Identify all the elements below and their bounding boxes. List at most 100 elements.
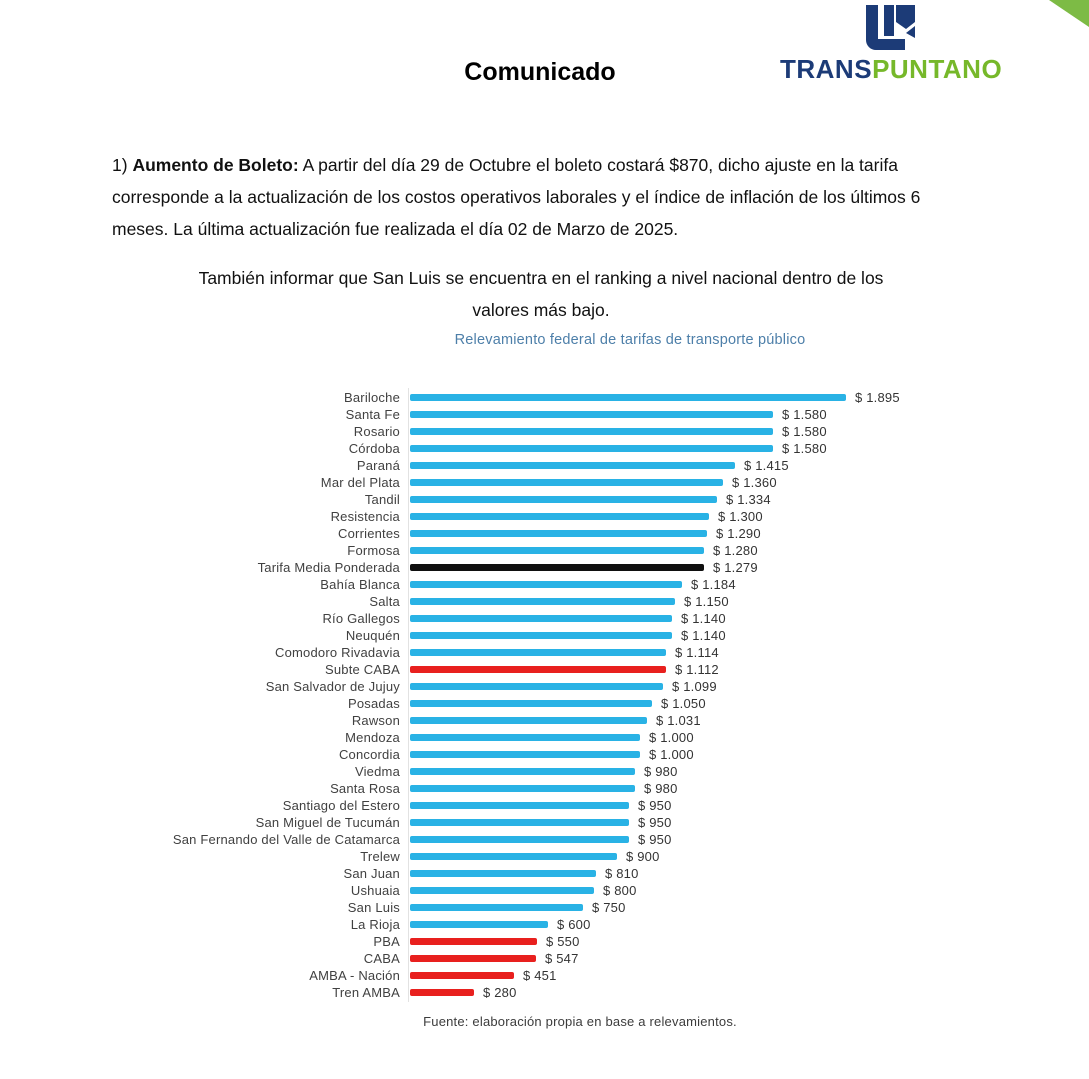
- chart-row: Santa Fe $ 1.580: [130, 406, 1070, 423]
- chart-row: Resistencia $ 1.300: [130, 508, 1070, 525]
- value-label: $ 280: [483, 985, 517, 1000]
- category-label: Corrientes: [338, 526, 400, 541]
- value-label: $ 950: [638, 815, 672, 830]
- value-label: $ 1.150: [684, 594, 729, 609]
- chart-row: Posadas $ 1.050: [130, 695, 1070, 712]
- category-label: San Fernando del Valle de Catamarca: [172, 832, 400, 847]
- chart-row: Trelew $ 900: [130, 848, 1070, 865]
- category-label: San Juan: [343, 866, 400, 881]
- category-label: Viedma: [354, 764, 400, 779]
- bar: [410, 802, 629, 809]
- chart-row: Subte CABA $ 1.112: [130, 661, 1070, 678]
- bar: [410, 496, 717, 503]
- value-label: $ 1.000: [649, 747, 694, 762]
- bar: [410, 462, 735, 469]
- chart-row: Comodoro Rivadavia $ 1.114: [130, 644, 1070, 661]
- chart-row: CABA $ 547: [130, 950, 1070, 967]
- para1-rest: A partir del día 29 de Octubre el boleto…: [112, 155, 921, 239]
- value-label: $ 1.279: [713, 560, 758, 575]
- chart-row: San Miguel de Tucumán $ 950: [130, 814, 1070, 831]
- category-label: Córdoba: [348, 441, 400, 456]
- value-label: $ 900: [626, 849, 660, 864]
- para2-line1: También informar que San Luis se encuent…: [198, 268, 884, 288]
- chart-row: Corrientes $ 1.290: [130, 525, 1070, 542]
- category-label: San Miguel de Tucumán: [255, 815, 400, 830]
- bar: [410, 819, 629, 826]
- category-label: Bahía Blanca: [320, 577, 400, 592]
- value-label: $ 1.140: [681, 611, 726, 626]
- value-label: $ 1.300: [718, 509, 763, 524]
- category-label: Tandil: [364, 492, 400, 507]
- bar: [410, 734, 640, 741]
- bar: [410, 853, 617, 860]
- category-label: Santa Fe: [345, 407, 400, 422]
- bar: [410, 666, 666, 673]
- category-label: Mendoza: [345, 730, 400, 745]
- bar: [410, 649, 666, 656]
- category-label: Ushuaia: [350, 883, 400, 898]
- value-label: $ 810: [605, 866, 639, 881]
- chart-row: Concordia $ 1.000: [130, 746, 1070, 763]
- bar: [410, 581, 682, 588]
- category-label: Formosa: [347, 543, 400, 558]
- value-label: $ 950: [638, 832, 672, 847]
- value-label: $ 1.280: [713, 543, 758, 558]
- category-label: Tren AMBA: [332, 985, 400, 1000]
- chart-row: Viedma $ 980: [130, 763, 1070, 780]
- chart-row: Mendoza $ 1.000: [130, 729, 1070, 746]
- chart-row: Bariloche $ 1.895: [130, 389, 1070, 406]
- paragraph-ranking: También informar que San Luis se encuent…: [112, 262, 970, 326]
- chart-row: Córdoba $ 1.580: [130, 440, 1070, 457]
- chart-row: Formosa $ 1.280: [130, 542, 1070, 559]
- category-label: Resistencia: [330, 509, 400, 524]
- value-label: $ 1.099: [672, 679, 717, 694]
- bar: [410, 938, 537, 945]
- corner-accent-triangle: [1049, 0, 1089, 27]
- bar: [410, 564, 704, 571]
- bar: [410, 751, 640, 758]
- category-label: Posadas: [348, 696, 400, 711]
- category-label: PBA: [373, 934, 400, 949]
- value-label: $ 1.114: [675, 645, 719, 660]
- value-label: $ 980: [644, 781, 678, 796]
- bar: [410, 547, 704, 554]
- value-label: $ 1.000: [649, 730, 694, 745]
- bar: [410, 870, 596, 877]
- chart-row: Salta $ 1.150: [130, 593, 1070, 610]
- category-label: Trelew: [360, 849, 400, 864]
- value-label: $ 980: [644, 764, 678, 779]
- bar: [410, 598, 675, 605]
- chart-row: PBA $ 550: [130, 933, 1070, 950]
- chart-row: Río Gallegos $ 1.140: [130, 610, 1070, 627]
- bar: [410, 700, 652, 707]
- category-label: CABA: [363, 951, 400, 966]
- value-label: $ 451: [523, 968, 557, 983]
- bar: [410, 955, 536, 962]
- bar: [410, 394, 846, 401]
- chart-row: Ushuaia $ 800: [130, 882, 1070, 899]
- chart-row: AMBA - Nación $ 451: [130, 967, 1070, 984]
- chart-row: San Juan $ 810: [130, 865, 1070, 882]
- bar: [410, 904, 583, 911]
- category-label: Rawson: [351, 713, 400, 728]
- value-label: $ 1.031: [656, 713, 701, 728]
- bar: [410, 836, 629, 843]
- chart-row: Mar del Plata $ 1.360: [130, 474, 1070, 491]
- chart-row: Neuquén $ 1.140: [130, 627, 1070, 644]
- bar: [410, 632, 672, 639]
- value-label: $ 1.580: [782, 441, 827, 456]
- wordmark-puntano: PUNTANO: [872, 54, 1003, 84]
- chart-axis-line: [408, 388, 409, 1002]
- chart-row: Santa Rosa $ 980: [130, 780, 1070, 797]
- chart-row: Tren AMBA $ 280: [130, 984, 1070, 1001]
- category-label: Concordia: [338, 747, 400, 762]
- category-label: Subte CABA: [325, 662, 400, 677]
- para1-prefix: 1): [112, 155, 133, 175]
- value-label: $ 1.184: [691, 577, 736, 592]
- chart-row: Paraná $ 1.415: [130, 457, 1070, 474]
- chart-row: Bahía Blanca $ 1.184: [130, 576, 1070, 593]
- value-label: $ 1.360: [732, 475, 777, 490]
- chart-row: Tarifa Media Ponderada $ 1.279: [130, 559, 1070, 576]
- para1-bold: Aumento de Boleto:: [132, 155, 299, 175]
